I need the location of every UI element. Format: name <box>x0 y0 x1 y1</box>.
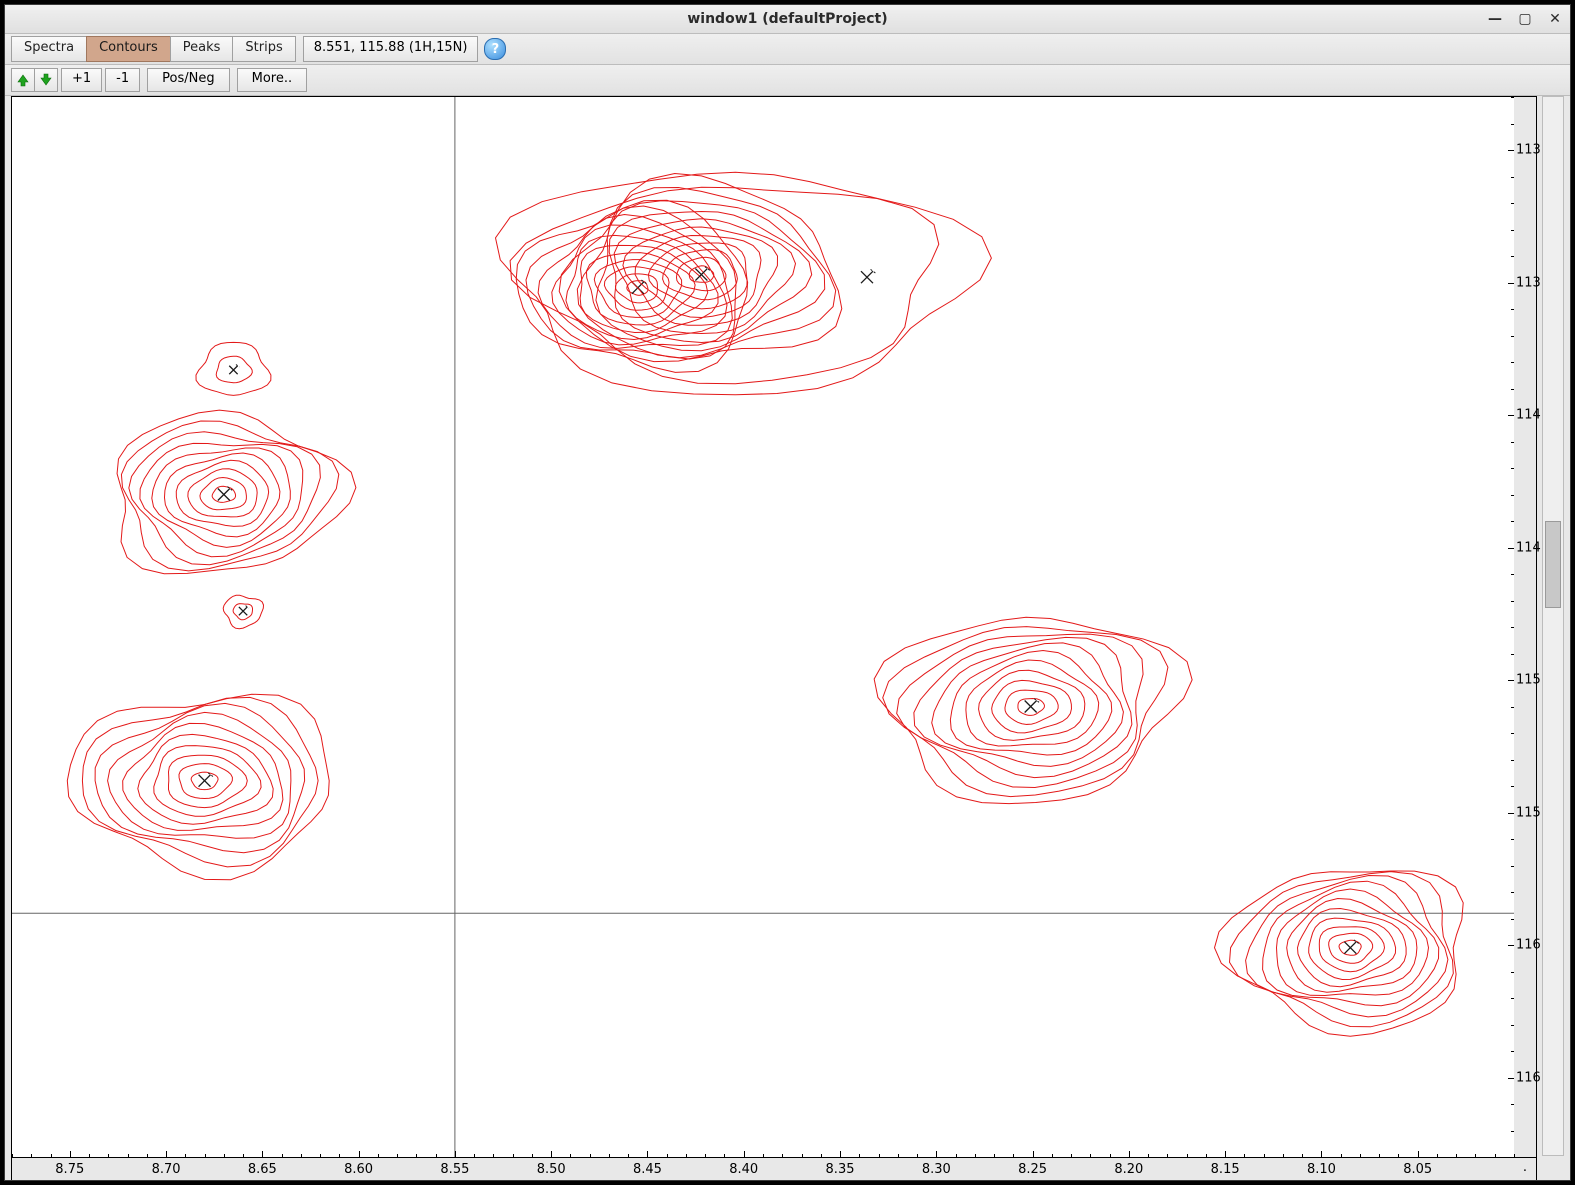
window-title: window1 (defaultProject) <box>687 11 887 27</box>
scrollbar-thumb[interactable] <box>1545 521 1561 608</box>
xtick-label: 8.25 <box>1018 1162 1047 1177</box>
titlebar[interactable]: window1 (defaultProject) — ▢ ✕ <box>5 5 1570 34</box>
x-axis[interactable]: 8.75 8.70 8.65 8.60 8.55 8.50 8.45 8.40 8.35 8.30… <box>11 1158 1515 1180</box>
help-icon[interactable]: ? <box>484 38 506 60</box>
axis-corner: . <box>1514 1158 1537 1180</box>
plot-area: 113.0113.5114.0114.5115.0115.5116.0116.5… <box>5 96 1570 1180</box>
window-controls: — ▢ ✕ <box>1486 5 1564 33</box>
more-button[interactable]: More.. <box>237 68 308 92</box>
xtick-label: 8.05 <box>1403 1162 1432 1177</box>
app-window: window1 (defaultProject) — ▢ ✕ Spectra C… <box>4 4 1571 1181</box>
xtick-label: 8.35 <box>826 1162 855 1177</box>
arrow-down-icon <box>39 73 53 87</box>
coordinate-readout: 8.551, 115.88 (1H,15N) <box>303 36 479 62</box>
close-icon[interactable]: ✕ <box>1546 11 1564 27</box>
xtick-label: 8.65 <box>248 1162 277 1177</box>
xtick-label: 8.15 <box>1211 1162 1240 1177</box>
plus-one-button[interactable]: +1 <box>61 68 102 92</box>
y-axis[interactable]: 113.0113.5114.0114.5115.0115.5116.0116.5 <box>1514 96 1537 1158</box>
xtick-label: 8.20 <box>1114 1162 1143 1177</box>
xtick-label: 8.10 <box>1307 1162 1336 1177</box>
level-up-button[interactable] <box>11 68 35 92</box>
xtick-label: 8.75 <box>55 1162 84 1177</box>
arrow-up-icon <box>16 73 30 87</box>
xtick-label: 8.30 <box>922 1162 951 1177</box>
tab-contours[interactable]: Contours <box>86 36 171 62</box>
spectrum-canvas[interactable] <box>11 96 1515 1158</box>
posneg-button[interactable]: Pos/Neg <box>147 68 229 92</box>
minimize-icon[interactable]: — <box>1486 11 1504 27</box>
vertical-scrollbar[interactable] <box>1542 96 1564 1156</box>
xtick-label: 8.50 <box>537 1162 566 1177</box>
minus-one-button[interactable]: -1 <box>105 68 140 92</box>
level-down-button[interactable] <box>34 68 58 92</box>
contour-svg <box>12 97 1514 1157</box>
toolbar-tabs-row: Spectra Contours Peaks Strips 8.551, 115… <box>5 34 1570 65</box>
tab-strips[interactable]: Strips <box>232 36 295 62</box>
xtick-label: 8.70 <box>152 1162 181 1177</box>
xtick-label: 8.55 <box>440 1162 469 1177</box>
toolbar-contour-row: +1 -1 Pos/Neg More.. <box>5 65 1570 96</box>
tab-peaks[interactable]: Peaks <box>170 36 234 62</box>
xtick-label: 8.45 <box>633 1162 662 1177</box>
tab-spectra[interactable]: Spectra <box>11 36 87 62</box>
maximize-icon[interactable]: ▢ <box>1516 11 1534 27</box>
xtick-label: 8.60 <box>344 1162 373 1177</box>
xtick-label: 8.40 <box>729 1162 758 1177</box>
